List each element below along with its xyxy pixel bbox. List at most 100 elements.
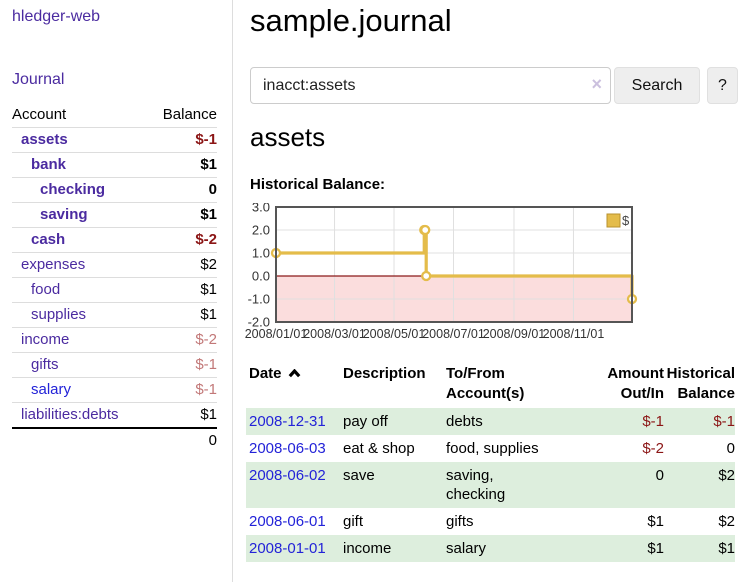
account-row: food $1 <box>12 277 217 303</box>
account-balance: $-1 <box>147 377 217 403</box>
transaction-accounts-cell: salary <box>446 540 487 557</box>
account-link[interactable]: assets <box>21 131 68 148</box>
account-row: saving $1 <box>12 202 217 228</box>
account-rows: assets $-1 bank $1 checking 0 saving $1 cash $-2 e… <box>12 127 217 429</box>
account-row: checking 0 <box>12 177 217 203</box>
account-link[interactable]: cash <box>31 231 66 248</box>
transaction-date-cell: 2008-06-03 <box>246 435 343 462</box>
account-link[interactable]: gifts <box>31 356 59 373</box>
register-header-accounts: To/From Account(s) <box>446 365 525 402</box>
register-header-amount: Amount Out/In <box>607 365 664 402</box>
clear-search-icon[interactable]: × <box>591 74 602 94</box>
x-tick-label: 2008/05/01 <box>363 327 426 341</box>
transaction-description-cell: eat & shop <box>343 440 415 457</box>
data-point <box>421 270 432 282</box>
transaction-amount-cell: $1 <box>647 513 664 530</box>
app-brand-link[interactable]: hledger-web <box>12 8 101 25</box>
transaction-date-link[interactable]: 2008-12-31 <box>249 413 326 430</box>
transaction-amount-cell: $1 <box>647 540 664 557</box>
account-balance: $1 <box>147 277 217 303</box>
transaction-balance-cell: $2 <box>718 467 735 484</box>
transaction-amount-cell: $-1 <box>642 413 664 430</box>
account-balance: $2 <box>147 252 217 278</box>
account-row: cash $-2 <box>12 227 217 253</box>
register-row: 2008-12-31 pay off debts $-1 $-1 <box>246 408 735 435</box>
register-rows: 2008-12-31 pay off debts $-1 $-1 2008-06-03 ea… <box>246 408 735 562</box>
account-row: assets $-1 <box>12 127 217 153</box>
transaction-balance-cell: $-1 <box>713 413 735 430</box>
account-balance: $-1 <box>147 127 217 153</box>
data-point <box>420 224 431 236</box>
plot-border <box>275 206 633 323</box>
y-tick-label: 2.0 <box>252 223 270 238</box>
account-row: supplies $1 <box>12 302 217 328</box>
account-link[interactable]: liabilities:debts <box>21 406 119 423</box>
account-row: liabilities:debts $1 <box>12 402 217 429</box>
account-balance: $1 <box>147 152 217 178</box>
transaction-balance-cell: $2 <box>718 513 735 530</box>
search-input[interactable] <box>250 67 611 104</box>
account-balance: $-2 <box>147 227 217 253</box>
x-tick-label: 2008/11/01 <box>543 327 605 341</box>
transaction-date-link[interactable]: 2008-01-01 <box>249 540 326 557</box>
chart-label: Historical Balance: <box>250 176 386 193</box>
account-link[interactable]: checking <box>40 181 106 198</box>
account-balance: $-1 <box>147 352 217 378</box>
transaction-description-cell: income <box>343 540 392 557</box>
accounts-header-row: Account Balance <box>12 103 217 128</box>
accounts-header-balance: Balance <box>147 103 217 128</box>
transaction-description-cell: pay off <box>343 413 388 430</box>
sort-ascending-icon <box>288 368 300 378</box>
x-tick-label: 2008/09/01 <box>483 327 546 341</box>
account-balance: $1 <box>147 302 217 328</box>
account-row: income $-2 <box>12 327 217 353</box>
register-row: 2008-06-01 gift gifts $1 $2 <box>246 508 735 535</box>
transaction-date-cell: 2008-01-01 <box>246 535 343 562</box>
transaction-amount-cell: 0 <box>655 467 664 484</box>
legend-label: $ <box>622 213 630 228</box>
transaction-accounts-cell: debts <box>446 413 483 430</box>
transaction-date-cell: 2008-06-02 <box>246 462 343 508</box>
account-link[interactable]: food <box>31 281 61 298</box>
account-row: gifts $-1 <box>12 352 217 378</box>
y-tick-label: 3.0 <box>252 203 270 215</box>
x-tick-label: 2008/01/01 <box>245 327 307 341</box>
transaction-date-link[interactable]: 2008-06-02 <box>249 467 326 484</box>
account-balance: 0 <box>147 177 217 203</box>
sidebar: hledger-web Journal Account Balance asse… <box>0 0 233 582</box>
accounts-total-row: 0 <box>12 427 217 453</box>
legend-swatch <box>606 213 621 228</box>
account-link[interactable]: salary <box>31 381 72 398</box>
account-row: expenses $2 <box>12 252 217 278</box>
y-tick-label: -2.0 <box>248 315 270 330</box>
register-row: 2008-06-03 eat & shop food, supplies $-2 0 <box>246 435 735 462</box>
transaction-description-cell: save <box>343 467 375 484</box>
y-tick-label: 0.0 <box>252 269 270 284</box>
transaction-balance-cell: 0 <box>726 440 735 457</box>
account-balance: $-2 <box>147 327 217 353</box>
account-link[interactable]: expenses <box>21 256 86 273</box>
account-balance: $1 <box>147 402 217 429</box>
transaction-date-link[interactable]: 2008-06-03 <box>249 440 326 457</box>
register-row: 2008-06-02 save saving, checking 0 $2 <box>246 462 735 508</box>
account-title: assets <box>250 122 326 152</box>
account-balance: $1 <box>147 202 217 228</box>
y-tick-label: 1.0 <box>252 246 270 261</box>
account-link[interactable]: bank <box>31 156 67 173</box>
register-header-date[interactable]: Date <box>246 362 343 408</box>
account-link[interactable]: supplies <box>31 306 87 323</box>
account-link[interactable]: saving <box>40 206 88 223</box>
transaction-balance-cell: $1 <box>718 540 735 557</box>
transaction-date-link[interactable]: 2008-06-01 <box>249 513 326 530</box>
transaction-accounts-cell: gifts <box>446 513 474 530</box>
help-button[interactable]: ? <box>707 67 738 104</box>
y-tick-label: -1.0 <box>248 292 270 307</box>
register-row: 2008-01-01 income salary $1 $1 <box>246 535 735 562</box>
account-link[interactable]: income <box>21 331 70 348</box>
transaction-description-cell: gift <box>343 513 364 530</box>
nav-journal-link[interactable]: Journal <box>12 71 65 88</box>
accounts-header-account: Account <box>12 103 148 128</box>
search-button[interactable]: Search <box>614 67 700 104</box>
transaction-date-cell: 2008-12-31 <box>246 408 343 435</box>
accounts-total-balance: 0 <box>147 427 217 453</box>
